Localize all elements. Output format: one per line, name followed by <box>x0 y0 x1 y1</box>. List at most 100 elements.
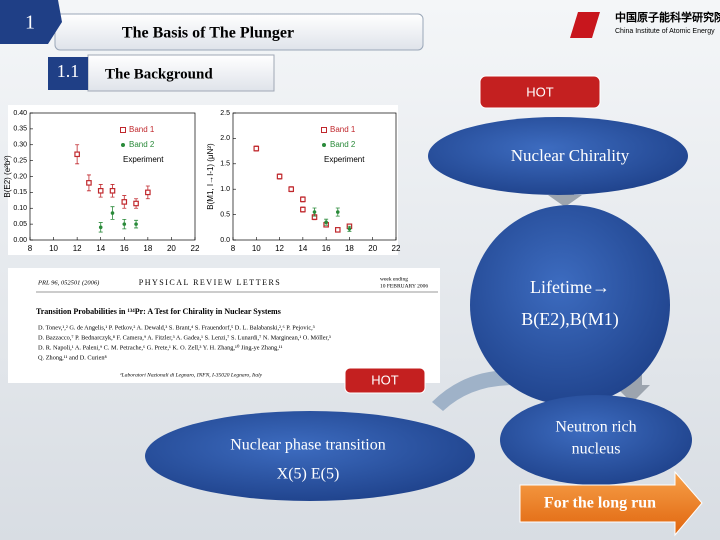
point <box>121 199 128 205</box>
plots-panel <box>8 105 398 255</box>
y-axis-label: B(E2) (e²b²) <box>3 155 12 198</box>
x-tick-label: 20 <box>167 244 176 253</box>
x-tick-label: 14 <box>96 244 105 253</box>
x-tick-label: 10 <box>49 244 58 253</box>
y-tick-label: 0.00 <box>13 237 27 244</box>
paper-date: week ending <box>380 276 408 282</box>
section-number: 1 <box>25 12 35 34</box>
paper-authors: D. Bazzacco,⁷ P. Bednarczyk,⁸ F. Camera,… <box>38 334 331 341</box>
y-tick-label: 0.40 <box>13 110 27 117</box>
logo-subtext: China Institute of Atomic Energy <box>615 28 715 35</box>
chirality-label: Nuclear Chirality <box>511 146 630 165</box>
point <box>134 222 138 226</box>
paper-panel <box>8 268 440 383</box>
x-tick-label: 18 <box>143 244 152 253</box>
lifetime-bubble <box>470 205 670 405</box>
legend-marker <box>321 127 327 133</box>
x-tick-label: 22 <box>392 244 401 253</box>
plots: 8 10 12 14 16 18 20 22 0.00 0.05 0.10 0.15 0.20 0.25 0… <box>3 110 401 253</box>
plot-frame <box>232 112 397 241</box>
paper-authors: Q. Zhong,¹¹ and D. Curien⁸ <box>38 354 107 361</box>
x-tick-label: 14 <box>298 244 307 253</box>
point <box>133 200 139 207</box>
long-run-label[interactable]: For the long run <box>544 495 656 512</box>
legend-label: Band 2 <box>129 140 155 149</box>
lifetime-label: B(E2),B(M1) <box>521 309 619 330</box>
x-tick-label: 10 <box>252 244 261 253</box>
legend-marker <box>121 143 125 147</box>
subsection-badge <box>48 57 88 90</box>
point <box>300 206 306 213</box>
logo-text: 中国原子能科学研究院 <box>615 10 720 24</box>
point <box>110 211 115 215</box>
point <box>288 186 295 193</box>
y-tick-label: 2.5 <box>220 110 230 117</box>
point <box>334 227 341 233</box>
legend-marker <box>322 143 326 147</box>
hot-badge <box>344 367 426 394</box>
legend-marker <box>120 127 126 133</box>
logo-mark <box>570 12 600 38</box>
point <box>276 173 283 180</box>
x-tick-label: 20 <box>368 244 377 253</box>
legend-label: Band 1 <box>330 125 356 134</box>
legend-title: Experiment <box>324 155 365 164</box>
point <box>98 225 103 230</box>
paper-citation: PRL 96, 052501 (2006) <box>37 279 99 286</box>
y-tick-label: 0.15 <box>13 189 27 196</box>
x-tick-label: 16 <box>120 244 129 253</box>
x-tick-label: 16 <box>322 244 331 253</box>
phase-bubble <box>145 411 475 501</box>
point <box>335 210 340 214</box>
y-tick-label: 0.10 <box>13 205 27 212</box>
lifetime-label: Lifetime→ <box>530 277 610 297</box>
point <box>122 222 127 226</box>
y-tick-label: 0.0 <box>220 237 230 244</box>
point <box>312 210 317 214</box>
y-tick-label: 0.5 <box>220 211 230 218</box>
legend-label: Band 1 <box>129 125 155 134</box>
journal: PHYSICAL REVIEW LETTERS <box>139 278 282 287</box>
subsection-number: 1.1 <box>57 61 80 81</box>
point <box>324 220 328 225</box>
section-badge <box>0 0 62 44</box>
y-tick-label: 1.0 <box>220 186 230 193</box>
y-tick-label: 0.20 <box>13 173 27 180</box>
neutron-bubble <box>500 395 692 485</box>
hot-label: HOT <box>526 84 554 99</box>
paper-affiliation: ¹Laboratori Nazionali di Legnaro, INFN, … <box>120 372 263 378</box>
slide-title: The Basis of The Plunger <box>122 25 294 42</box>
y-axis-label: B(M1, I→I-1) (μN²) <box>206 143 215 210</box>
x-tick-label: 22 <box>191 244 200 253</box>
phase-label: Nuclear phase transition <box>230 437 386 454</box>
x-tick-label: 8 <box>231 244 236 253</box>
point <box>74 151 80 158</box>
neutron-label: nucleus <box>572 441 621 458</box>
paper-title: Transition Probabilities in ¹³⁴Pr: A Tes… <box>36 307 281 316</box>
point <box>145 189 151 196</box>
y-tick-label: 0.30 <box>13 142 27 149</box>
long-run-arrow[interactable] <box>519 470 703 537</box>
paper-authors: D. Tonev,¹,² G. de Angelis,¹ P. Petkov,²… <box>38 324 315 331</box>
x-tick-label: 12 <box>275 244 284 253</box>
y-tick-label: 0.35 <box>13 126 27 133</box>
y-tick-label: 0.25 <box>13 157 27 164</box>
paper-date: 10 FEBRUARY 2006 <box>380 283 428 289</box>
point <box>347 227 352 231</box>
y-tick-label: 1.5 <box>220 161 230 168</box>
hot-badge <box>479 75 601 109</box>
legend-label: Band 2 <box>330 140 356 149</box>
subtitle-bar <box>87 54 275 92</box>
chirality-bubble <box>428 117 688 195</box>
legend-title: Experiment <box>123 155 164 164</box>
point <box>86 180 92 186</box>
y-tick-label: 0.05 <box>13 221 27 228</box>
x-tick-label: 18 <box>345 244 354 253</box>
phase-label: X(5) E(5) <box>277 466 340 483</box>
point <box>300 196 306 203</box>
x-tick-label: 12 <box>73 244 82 253</box>
y-tick-label: 2.0 <box>220 135 230 142</box>
neutron-label: Neutron rich <box>555 419 636 436</box>
